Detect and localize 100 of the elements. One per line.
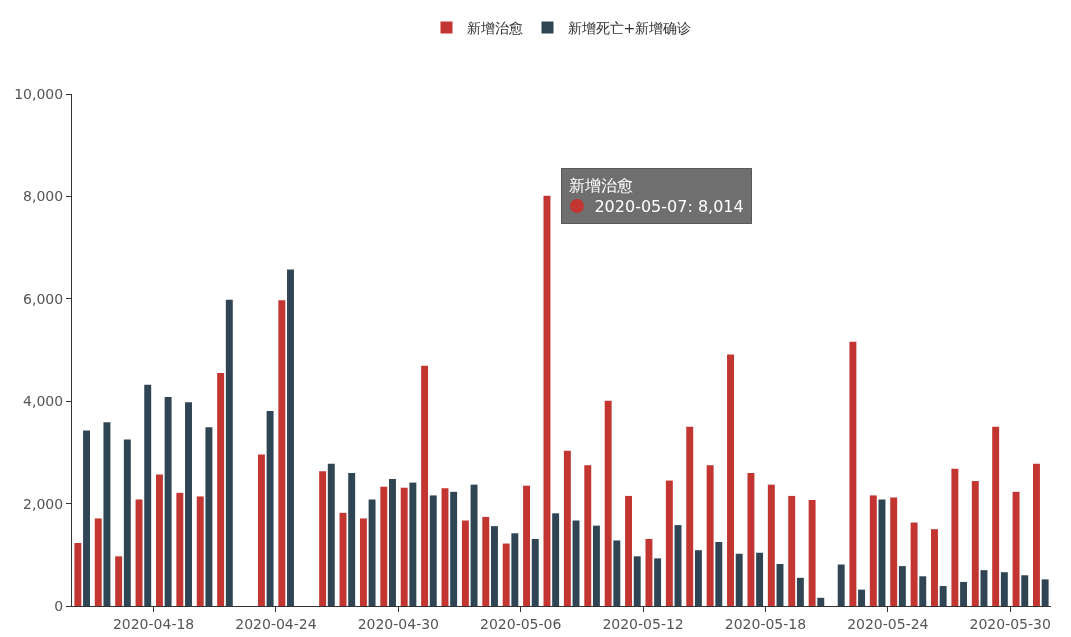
bar [278,300,286,606]
bar [185,402,192,606]
bar [205,427,213,606]
bar [747,472,755,606]
legend-label: 新增治愈 [466,19,523,36]
bar [625,495,633,606]
y-tick-label: 2,000 [23,495,64,512]
bar [217,373,225,606]
bar [287,269,294,606]
bar [686,426,694,606]
bar [898,566,906,606]
bar [706,465,714,606]
bar [1012,491,1020,606]
annotation: 新增治愈 2020-05-07: 8,014 [569,176,744,216]
bar [461,520,469,606]
bar [155,474,163,606]
bar [592,525,600,606]
bar [796,577,804,606]
bar [584,465,592,606]
bar [74,543,82,606]
bar [931,529,938,606]
x-tick-label: 2020-05-30 [969,615,1051,632]
bar [694,550,702,606]
bar [992,426,1000,606]
bar [563,450,571,606]
bar [83,430,90,606]
bar [613,540,621,606]
bar [1033,463,1040,606]
bar [327,463,335,606]
y-tick-label: 8,000 [23,188,64,205]
bar [266,410,274,606]
bar [1041,579,1049,606]
bar [910,522,918,606]
bar [94,518,102,606]
bar [523,485,531,606]
bar [960,581,968,606]
bar [429,495,437,606]
x-tick-label: 2020-04-24 [235,615,317,632]
bar [951,468,959,606]
bar [421,365,429,606]
bar [980,570,988,606]
bar [654,558,662,606]
bar [135,499,143,606]
bar [919,576,927,606]
bar [552,513,560,606]
bar [645,538,653,606]
bar [869,495,877,606]
bar [482,516,490,606]
bar [409,482,417,606]
bar [144,384,152,606]
bar [715,542,723,606]
bar [531,538,539,606]
bar [225,299,233,606]
y-tick-label: 4,000 [23,393,64,410]
bar [359,518,367,606]
bar [971,481,979,606]
bar [572,520,580,606]
bar [727,354,734,606]
bar [380,486,388,606]
bar [817,597,825,606]
bar [788,495,796,606]
bar [103,422,111,606]
bar [470,484,478,606]
y-tick-label: 10,000 [14,85,64,102]
bar [1000,572,1008,606]
bar [756,552,764,606]
bar [837,564,845,606]
bar [808,500,816,606]
bar [890,497,898,606]
bar [604,400,612,606]
x-tick-label: 2020-04-30 [357,615,440,632]
bar [450,491,458,606]
x-tick-label: 2020-05-12 [602,615,684,632]
bar [767,484,775,606]
bar [368,499,376,606]
bar [633,556,641,606]
y-tick-label: 0 [54,597,64,614]
bar [196,496,204,606]
bar [735,553,743,606]
y-tick-label: 6,000 [23,290,64,307]
bar [164,397,172,606]
x-tick-label: 2020-05-06 [480,615,562,632]
legend-label: 新增死亡+新增确诊 [567,19,692,36]
bar [389,479,396,606]
bar [400,487,408,606]
x-tick-label: 2020-04-18 [112,615,195,632]
bar [348,472,356,606]
bar [502,543,510,606]
bar [511,533,519,606]
bar [490,526,498,606]
bar [1021,575,1029,606]
bar [665,480,673,606]
bar [849,341,857,606]
x-tick-label: 2020-05-18 [724,615,807,632]
bar [858,589,866,606]
bar [939,586,947,606]
bar [176,492,184,606]
x-tick-label: 2020-05-24 [847,615,929,632]
bar [319,471,327,606]
bar [115,556,123,606]
